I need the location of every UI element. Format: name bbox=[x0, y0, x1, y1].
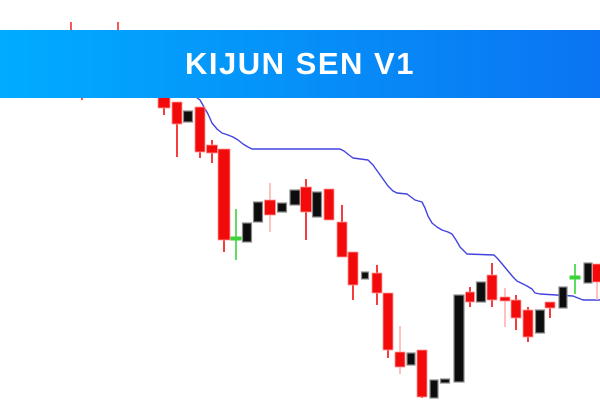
candle bbox=[323, 188, 335, 221]
candle-body bbox=[569, 275, 581, 280]
candle bbox=[264, 183, 276, 232]
candle-body bbox=[182, 110, 194, 123]
candle bbox=[592, 263, 600, 300]
candle bbox=[206, 140, 218, 163]
candle bbox=[360, 271, 370, 280]
candle bbox=[522, 307, 534, 342]
candle-body bbox=[241, 222, 253, 243]
candle bbox=[486, 263, 498, 307]
candle bbox=[475, 281, 487, 303]
candle-body bbox=[206, 144, 218, 154]
candle-body bbox=[453, 294, 465, 383]
candle bbox=[569, 264, 581, 294]
candle bbox=[289, 189, 301, 206]
candle-body bbox=[276, 202, 288, 213]
candle-body bbox=[382, 292, 394, 351]
candle-body bbox=[439, 378, 451, 384]
candle bbox=[416, 349, 428, 398]
candle-body bbox=[544, 301, 556, 309]
candle-body bbox=[510, 299, 522, 319]
candle bbox=[394, 326, 406, 374]
candle-body bbox=[558, 286, 568, 309]
candle bbox=[241, 222, 253, 243]
candle bbox=[347, 251, 359, 300]
candle-body bbox=[217, 148, 231, 241]
candle bbox=[382, 292, 394, 358]
candle bbox=[336, 205, 348, 258]
banner-title: KIJUN SEN V1 bbox=[185, 46, 415, 81]
candle-body bbox=[311, 191, 323, 218]
candle-body bbox=[465, 291, 475, 303]
candle bbox=[429, 379, 439, 399]
candle bbox=[510, 295, 522, 330]
kijun-banner: KIJUN SEN V1 bbox=[0, 30, 600, 98]
candle bbox=[534, 309, 546, 334]
candle bbox=[252, 201, 264, 223]
candle bbox=[194, 106, 206, 158]
candle bbox=[453, 294, 465, 383]
candle bbox=[465, 287, 475, 307]
candle bbox=[499, 288, 511, 327]
candle bbox=[311, 191, 323, 218]
candle bbox=[439, 378, 451, 384]
candle-body bbox=[475, 281, 487, 303]
candle-body bbox=[406, 352, 416, 366]
candle-body bbox=[336, 221, 348, 258]
candle bbox=[157, 95, 171, 115]
candle bbox=[300, 179, 312, 240]
candle-body bbox=[171, 101, 183, 125]
candle-body bbox=[499, 296, 511, 302]
kijun-sen-line bbox=[195, 96, 600, 301]
candle-body bbox=[583, 262, 593, 284]
candle bbox=[171, 101, 183, 157]
candle-body bbox=[592, 263, 600, 283]
candle-body bbox=[264, 199, 276, 216]
candle-body bbox=[323, 188, 335, 221]
candle-body bbox=[360, 271, 370, 280]
candle-body bbox=[194, 106, 206, 153]
candle-body bbox=[289, 189, 301, 206]
candle bbox=[230, 209, 242, 260]
candle bbox=[583, 262, 593, 284]
candle bbox=[182, 110, 194, 123]
candle bbox=[544, 301, 556, 318]
candle-body bbox=[252, 201, 264, 223]
candle-body bbox=[300, 186, 312, 213]
candle-body bbox=[347, 251, 359, 286]
candle bbox=[406, 352, 416, 366]
candle bbox=[217, 148, 231, 252]
candle-body bbox=[371, 272, 383, 294]
candle bbox=[276, 202, 288, 213]
candle-body bbox=[486, 274, 498, 301]
candle-body bbox=[534, 309, 546, 334]
candle bbox=[371, 265, 383, 305]
candle bbox=[558, 286, 568, 309]
candle-body bbox=[230, 236, 242, 241]
candle-body bbox=[522, 309, 534, 338]
candle-body bbox=[416, 349, 428, 398]
candle-body bbox=[429, 379, 439, 399]
candle-body bbox=[394, 351, 406, 368]
